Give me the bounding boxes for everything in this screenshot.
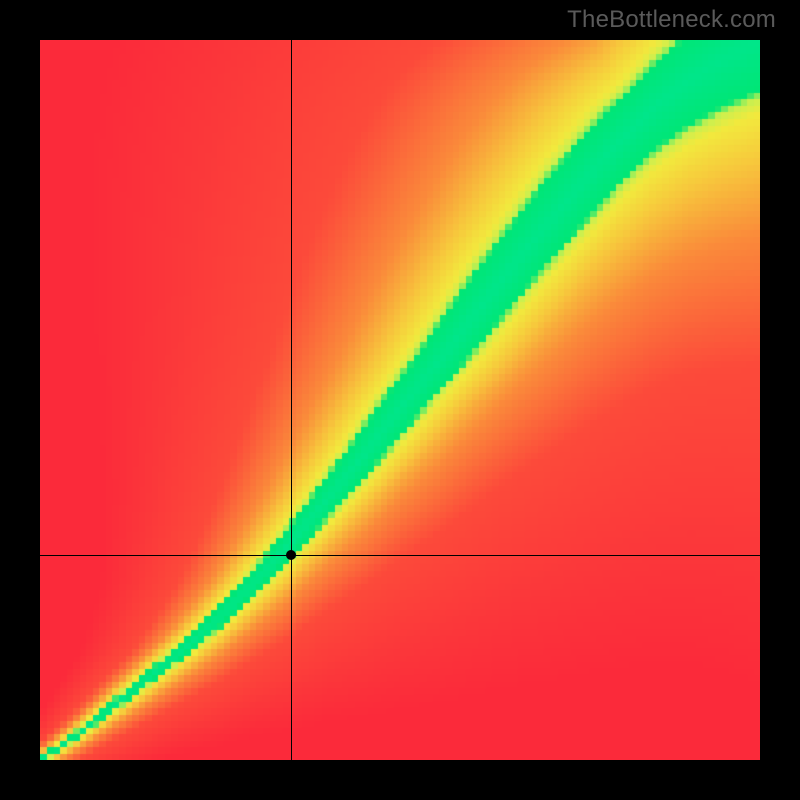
watermark-text: TheBottleneck.com (567, 6, 776, 34)
heatmap-plot (40, 40, 760, 760)
crosshair-horizontal (40, 555, 760, 556)
crosshair-marker (286, 550, 296, 560)
crosshair-vertical (291, 40, 292, 760)
heatmap-canvas (40, 40, 760, 760)
